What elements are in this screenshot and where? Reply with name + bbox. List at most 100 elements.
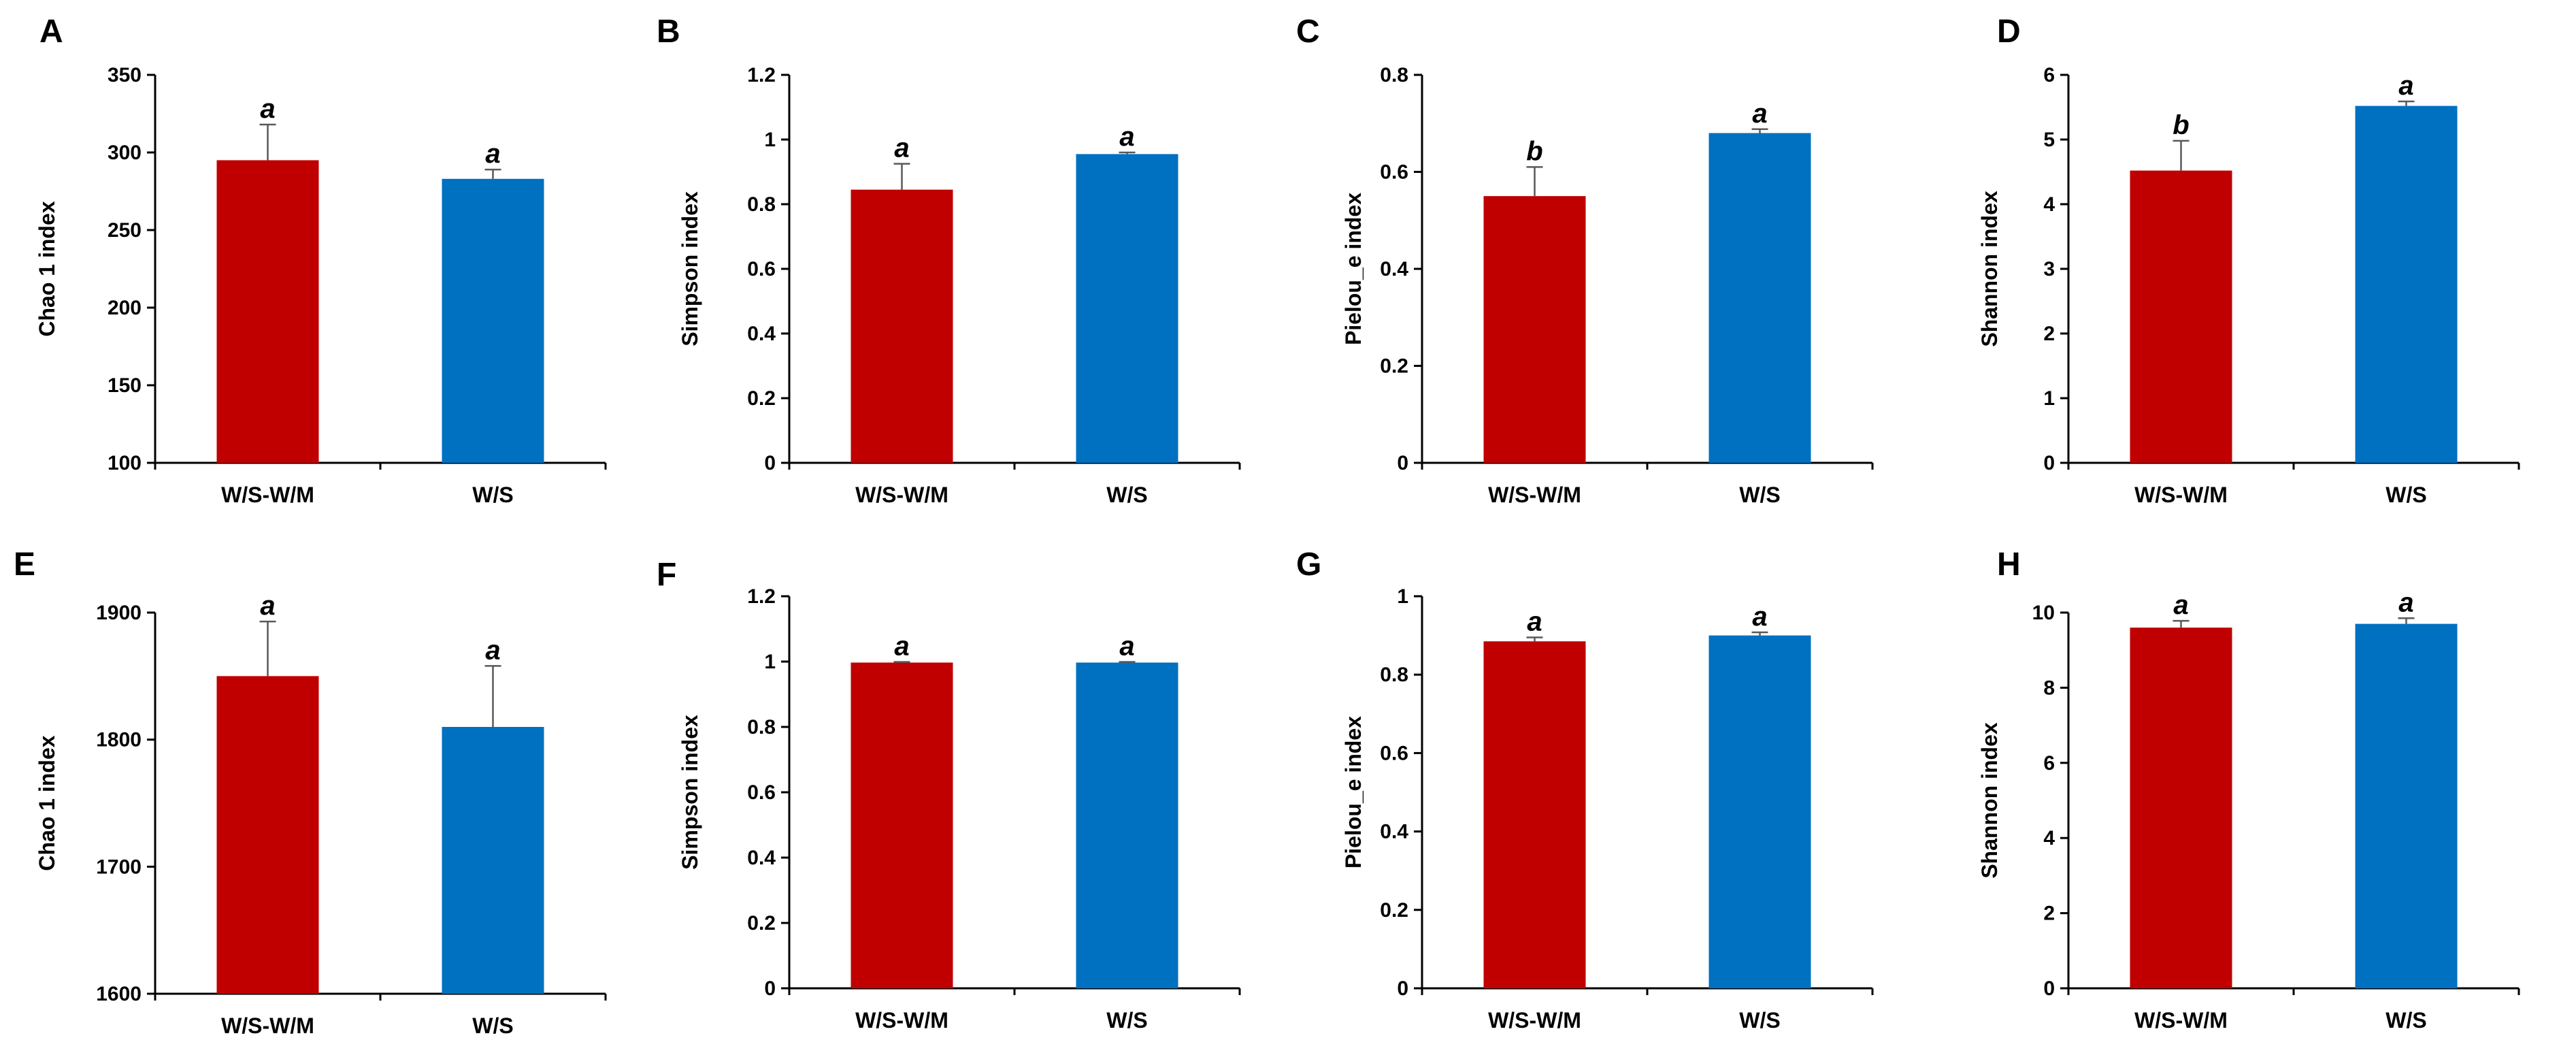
- y-axis-title-h: Shannon index: [1977, 722, 2002, 879]
- significance-label-g-0: a: [1527, 606, 1542, 636]
- y-tick-label-g-1: 0.2: [1380, 899, 1408, 922]
- y-tick-label-c-4: 0.8: [1380, 64, 1408, 86]
- y-tick-label-a-0: 100: [108, 452, 142, 474]
- y-tick-label-e-3: 1900: [96, 602, 142, 624]
- significance-label-f-1: a: [1119, 631, 1134, 661]
- bar-f-1: [1076, 662, 1178, 988]
- y-tick-label-g-0: 0: [1397, 977, 1408, 1000]
- y-tick-label-f-4: 0.8: [747, 716, 776, 738]
- category-label-h-1: W/S: [2385, 1008, 2426, 1033]
- bar-h-1: [2355, 623, 2458, 988]
- panel-letter-d: D: [1997, 14, 2021, 50]
- y-tick-label-g-5: 1: [1397, 585, 1408, 608]
- y-tick-label-f-5: 1: [764, 651, 776, 673]
- y-tick-label-d-4: 4: [2043, 193, 2055, 216]
- bar-a-1: [442, 178, 544, 463]
- y-axis-title-d: Shannon index: [1977, 191, 2002, 347]
- bar-c-1: [1708, 133, 1811, 463]
- y-tick-label-d-2: 2: [2043, 323, 2055, 345]
- y-tick-label-d-0: 0: [2043, 452, 2055, 474]
- y-axis-title-c: Pielou_e index: [1341, 193, 1366, 345]
- y-tick-label-a-2: 200: [108, 297, 142, 319]
- y-tick-label-d-5: 5: [2043, 129, 2055, 151]
- significance-label-e-1: a: [485, 635, 500, 665]
- y-tick-label-d-3: 3: [2043, 258, 2055, 280]
- y-tick-label-d-1: 1: [2043, 387, 2055, 410]
- significance-label-a-0: a: [260, 94, 275, 124]
- significance-label-f-0: a: [894, 631, 909, 661]
- y-tick-label-d-6: 6: [2043, 64, 2055, 86]
- y-tick-label-b-3: 0.6: [747, 258, 776, 280]
- y-tick-label-g-3: 0.6: [1380, 742, 1408, 764]
- bar-b-1: [1076, 154, 1178, 463]
- category-label-e-1: W/S: [472, 1013, 513, 1038]
- bar-a-0: [216, 160, 319, 463]
- y-tick-label-f-6: 1.2: [747, 585, 776, 608]
- y-tick-label-h-1: 2: [2043, 903, 2055, 925]
- y-tick-label-b-2: 0.4: [747, 323, 776, 345]
- category-label-d-1: W/S: [2385, 483, 2426, 507]
- y-tick-label-c-0: 0: [1397, 452, 1408, 474]
- y-tick-label-f-0: 0: [764, 977, 776, 1000]
- y-tick-label-h-4: 8: [2043, 677, 2055, 699]
- y-axis-title-f: Simpson index: [678, 715, 702, 870]
- y-tick-label-f-2: 0.4: [747, 847, 776, 869]
- bar-e-0: [216, 676, 319, 994]
- y-tick-label-b-4: 0.8: [747, 193, 776, 216]
- category-label-g-0: W/S-W/M: [1488, 1008, 1581, 1033]
- y-tick-label-e-0: 1600: [96, 983, 142, 1005]
- y-tick-label-b-1: 0.2: [747, 387, 776, 410]
- panel-letter-f: F: [657, 557, 676, 593]
- y-axis-title-b: Simpson index: [678, 191, 702, 346]
- y-tick-label-g-2: 0.4: [1380, 821, 1408, 843]
- bar-f-0: [851, 662, 953, 988]
- category-label-h-0: W/S-W/M: [2134, 1008, 2228, 1033]
- significance-label-g-1: a: [1752, 602, 1767, 632]
- y-tick-label-c-3: 0.6: [1380, 161, 1408, 184]
- bar-h-0: [2130, 628, 2232, 988]
- bar-e-1: [442, 727, 544, 994]
- category-label-g-1: W/S: [1739, 1008, 1780, 1033]
- significance-label-d-0: b: [2173, 110, 2189, 140]
- y-axis-title-g: Pielou_e index: [1341, 716, 1366, 869]
- panel-letter-c: C: [1296, 14, 1320, 50]
- significance-label-h-0: a: [2173, 590, 2188, 620]
- y-tick-label-h-3: 6: [2043, 752, 2055, 775]
- y-tick-label-h-0: 0: [2043, 977, 2055, 1000]
- category-label-a-0: W/S-W/M: [221, 483, 314, 507]
- category-label-c-1: W/S: [1739, 483, 1780, 507]
- category-label-a-1: W/S: [472, 483, 513, 507]
- y-tick-label-a-4: 300: [108, 142, 142, 164]
- y-tick-label-h-2: 4: [2043, 827, 2055, 849]
- y-tick-label-c-2: 0.4: [1380, 258, 1408, 280]
- y-tick-label-e-2: 1800: [96, 729, 142, 751]
- category-label-b-1: W/S: [1106, 483, 1147, 507]
- category-label-f-1: W/S: [1106, 1008, 1147, 1033]
- y-tick-label-h-5: 10: [2032, 602, 2055, 624]
- y-tick-label-b-6: 1.2: [747, 64, 776, 86]
- significance-label-h-1: a: [2398, 587, 2413, 617]
- y-tick-label-f-1: 0.2: [747, 912, 776, 935]
- y-tick-label-b-5: 1: [764, 129, 776, 151]
- category-label-e-0: W/S-W/M: [221, 1013, 314, 1038]
- category-label-f-0: W/S-W/M: [855, 1008, 948, 1033]
- significance-label-b-0: a: [894, 133, 909, 163]
- y-tick-label-f-3: 0.6: [747, 781, 776, 804]
- y-tick-label-a-1: 150: [108, 374, 142, 397]
- bar-d-1: [2355, 106, 2458, 464]
- significance-label-a-1: a: [485, 139, 500, 169]
- significance-label-b-1: a: [1119, 122, 1134, 152]
- panel-letter-h: H: [1997, 547, 2021, 583]
- category-label-d-0: W/S-W/M: [2134, 483, 2228, 507]
- y-tick-label-e-1: 1700: [96, 856, 142, 878]
- panel-letter-a: A: [39, 14, 63, 50]
- y-tick-label-c-1: 0.2: [1380, 355, 1408, 378]
- bar-g-1: [1708, 635, 1811, 988]
- category-label-c-0: W/S-W/M: [1488, 483, 1581, 507]
- bar-b-0: [851, 189, 953, 463]
- panel-letter-g: G: [1296, 547, 1321, 583]
- panel-letter-e: E: [14, 547, 35, 583]
- y-tick-label-a-5: 350: [108, 64, 142, 86]
- y-axis-title-a: Chao 1 index: [35, 201, 59, 336]
